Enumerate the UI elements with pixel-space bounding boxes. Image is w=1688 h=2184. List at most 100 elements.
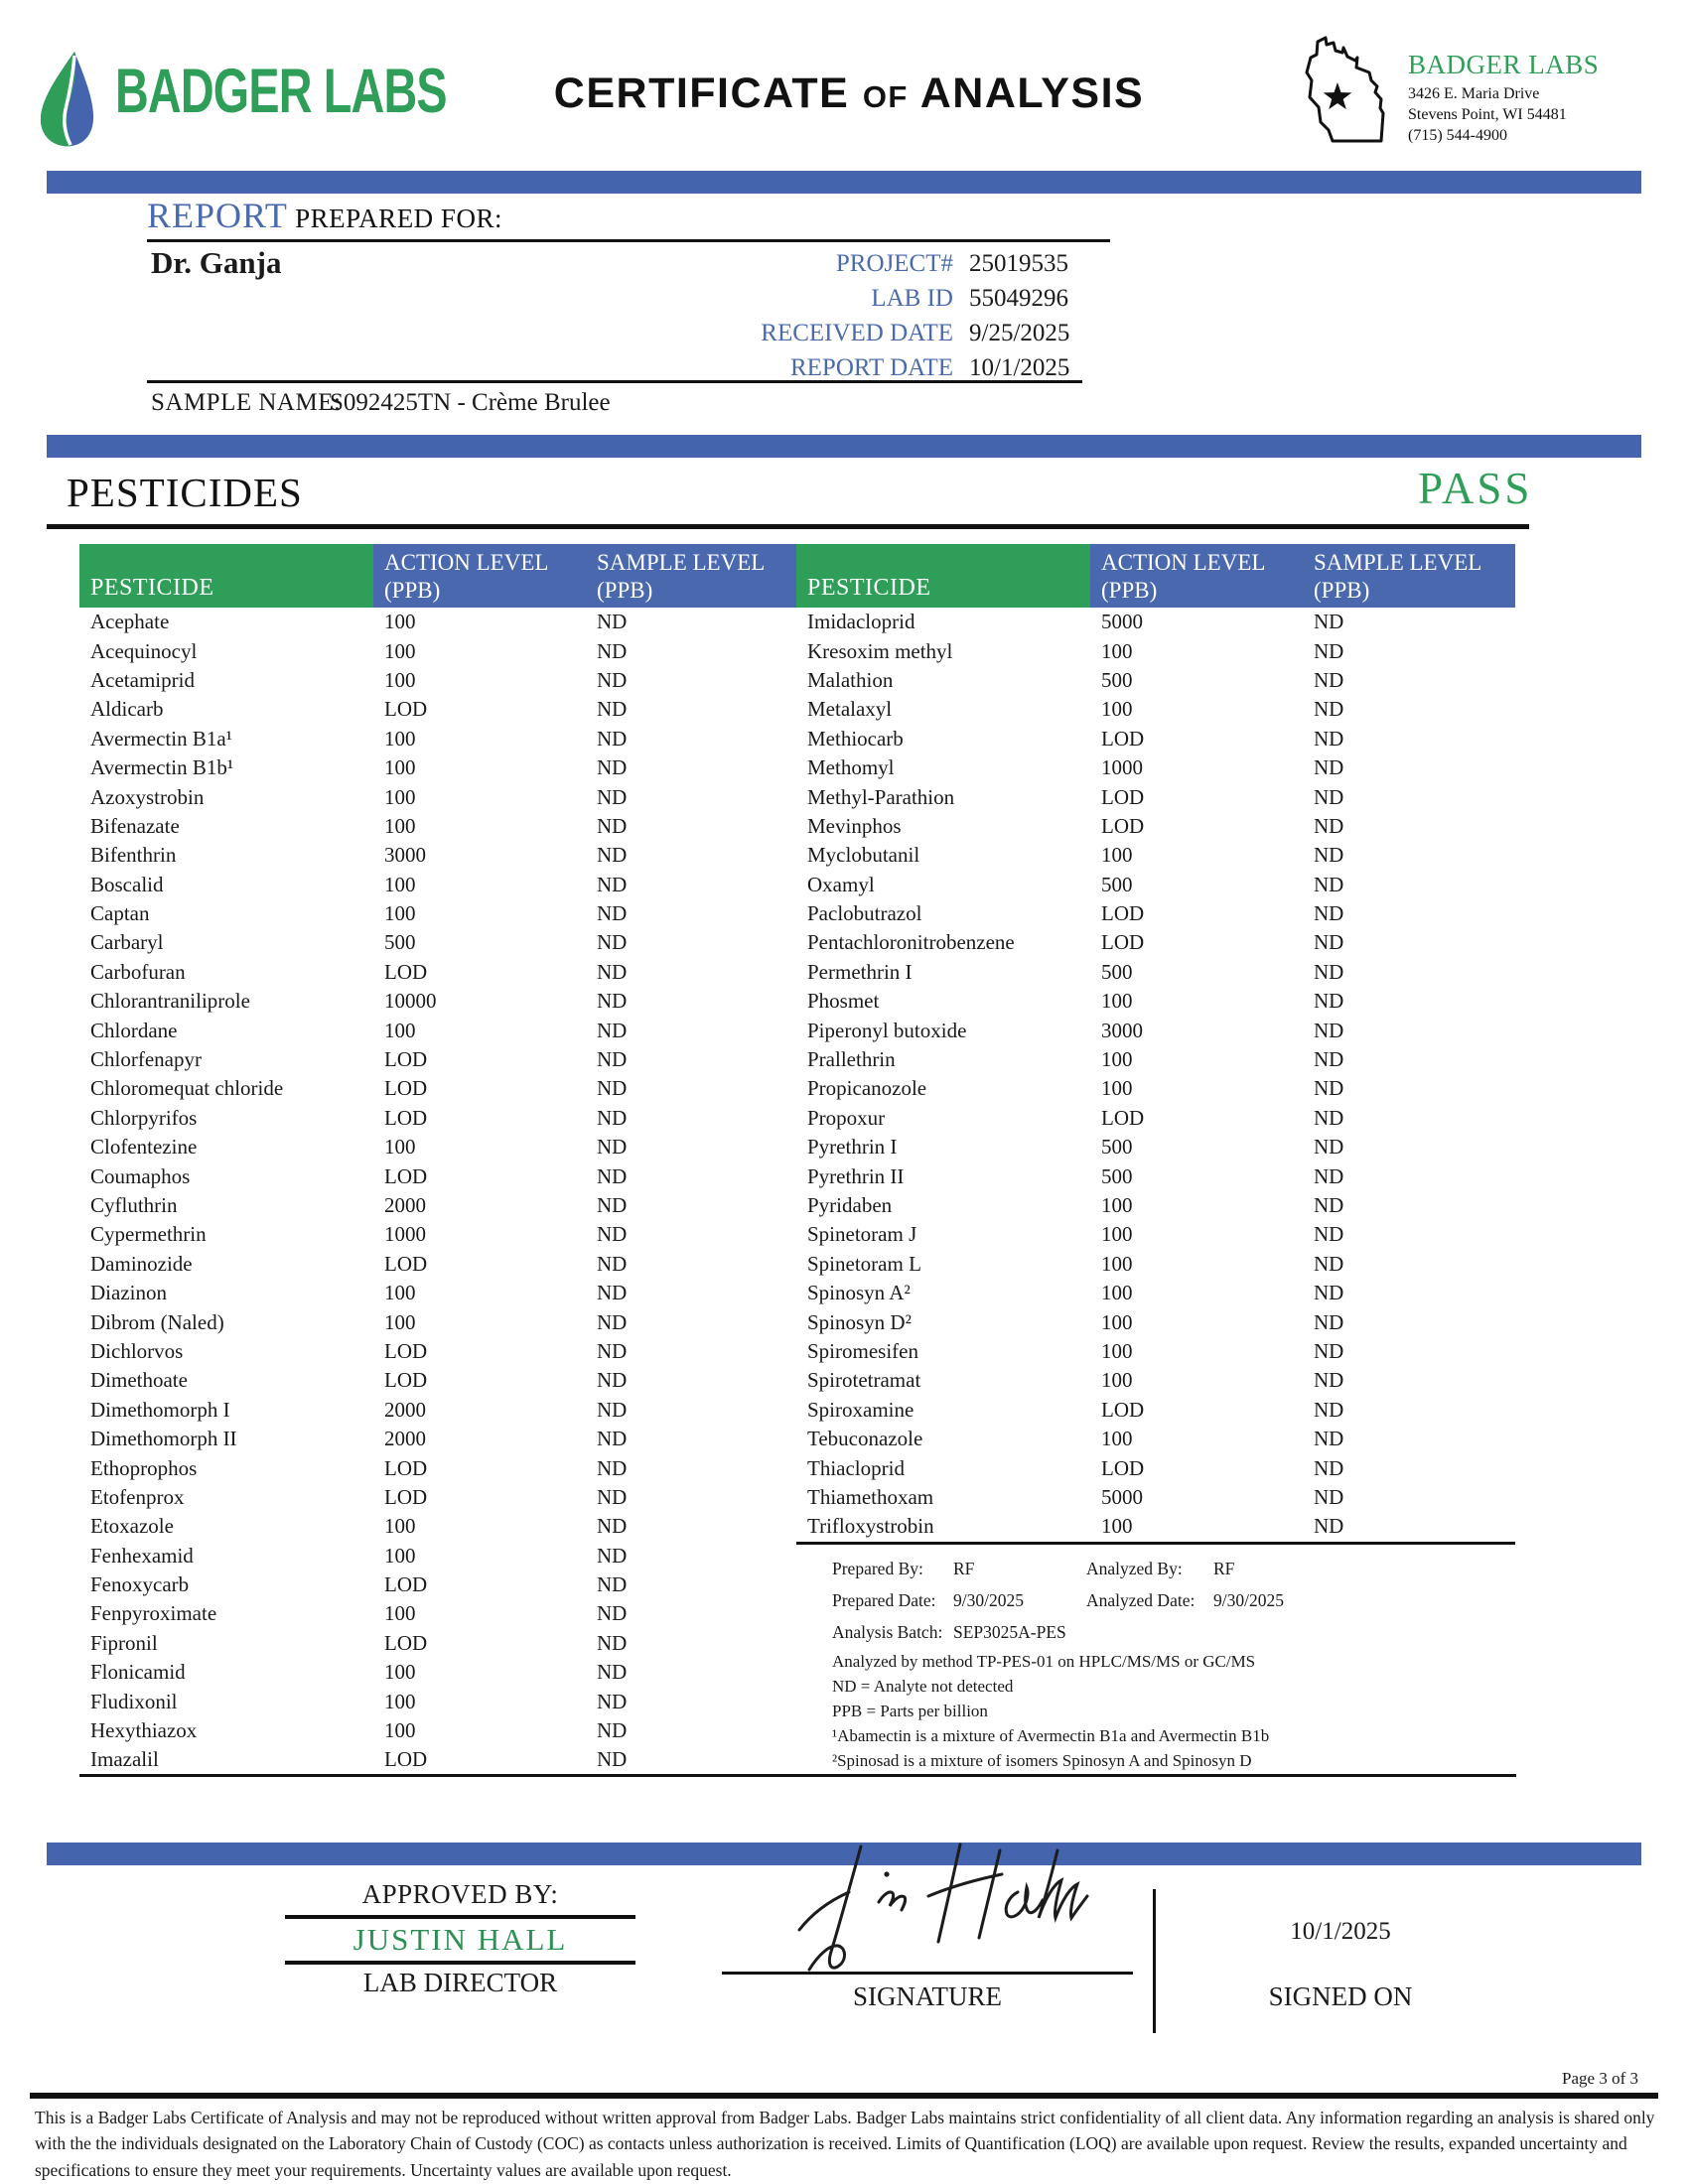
table-row: Acequinocyl 100 ND — [79, 636, 798, 665]
pesticide-name: Pyridaben — [807, 1193, 893, 1217]
pesticide-name: Bifenthrin — [90, 843, 177, 868]
lab-name: BADGER LABS — [1408, 50, 1600, 79]
table-row: Methiocarb LOD ND — [796, 725, 1515, 753]
lab-address-line2: Stevens Point, WI 54481 — [1408, 105, 1567, 123]
sample-level-value: ND — [597, 959, 628, 984]
pesticide-name: Pyrethrin I — [807, 1135, 898, 1160]
action-level-value: LOD — [1101, 1105, 1145, 1130]
pesticide-name: Mevinphos — [807, 813, 902, 838]
sample-level-value: ND — [597, 1427, 628, 1451]
action-level-value: 100 — [1101, 1076, 1133, 1101]
action-level-value: LOD — [1101, 901, 1145, 926]
action-level-value: 2000 — [384, 1427, 426, 1451]
pesticide-name: Metalaxyl — [807, 697, 893, 722]
sample-level-value: ND — [1314, 1338, 1344, 1363]
sample-level-value: ND — [1314, 697, 1344, 722]
pesticide-name: Hexythiazox — [90, 1718, 198, 1743]
prepared-by-label: Prepared By: — [832, 1559, 923, 1578]
report-date-label: REPORT DATE — [789, 354, 953, 381]
action-level-value: 500 — [1101, 1135, 1133, 1160]
sample-name-value: S092425TN - Crème Brulee — [330, 389, 611, 416]
sample-level-value: ND — [597, 1368, 628, 1393]
sample-level-value: ND — [597, 1718, 628, 1743]
table-row: Etoxazole 100 ND — [79, 1512, 798, 1541]
table-row: Hexythiazox 100 ND — [79, 1716, 798, 1745]
sample-level-value: ND — [597, 1455, 628, 1480]
pesticide-name: Carbaryl — [90, 930, 164, 955]
table-row: Dimethomorph II 2000 ND — [79, 1425, 798, 1453]
analyzed-by-label: Analyzed By: — [1086, 1559, 1183, 1578]
pesticide-name: Piperonyl butoxide — [807, 1018, 967, 1042]
pesticide-name: Propicanozole — [807, 1076, 927, 1101]
sample-level-line2: (PPB) — [597, 578, 653, 603]
action-level-value: LOD — [384, 1251, 428, 1276]
note-line: ¹Abamectin is a mixture of Avermectin B1… — [832, 1725, 1270, 1745]
action-level-value: 1000 — [384, 1222, 426, 1247]
pesticide-name: Chlorfenapyr — [90, 1047, 202, 1072]
sample-level-value: ND — [1314, 989, 1344, 1014]
action-level-value: 100 — [384, 755, 416, 780]
action-level-column-header: ACTION LEVEL (PPB) — [1090, 544, 1303, 608]
action-level-value: 100 — [384, 872, 416, 896]
sample-level-value: ND — [1314, 1309, 1344, 1334]
table-row: Acephate 100 ND — [79, 608, 798, 636]
action-level-value: 100 — [384, 1601, 416, 1626]
action-level-value: LOD — [1101, 1455, 1145, 1480]
report-word: REPORT — [147, 196, 288, 235]
lab-info-block: BADGER LABS 3426 E. Maria Drive Stevens … — [1408, 48, 1599, 146]
sample-level-value: ND — [1314, 1455, 1344, 1480]
action-level-value: LOD — [384, 1163, 428, 1188]
table-row: Mevinphos LOD ND — [796, 812, 1515, 841]
signed-on-label: SIGNED ON — [1268, 1981, 1413, 2011]
table-row: Dibrom (Naled) 100 ND — [79, 1307, 798, 1336]
pesticide-column-header: PESTICIDE — [79, 544, 373, 608]
sample-level-value: ND — [1314, 667, 1344, 692]
pesticide-name: Flonicamid — [90, 1660, 186, 1685]
action-level-value: 100 — [1101, 1368, 1133, 1393]
sample-level-value: ND — [597, 1338, 628, 1363]
pesticide-name: Trifloxystrobin — [807, 1514, 934, 1539]
action-level-value: LOD — [384, 1572, 428, 1597]
pesticide-name: Chlorantraniliprole — [90, 989, 250, 1014]
sample-level-line1: SAMPLE LEVEL — [597, 550, 766, 575]
footer-disclaimer: This is a Badger Labs Certificate of Ana… — [35, 2108, 1655, 2180]
table-row: Paclobutrazol LOD ND — [796, 899, 1515, 928]
sample-level-value: ND — [597, 1135, 628, 1160]
action-level-value: LOD — [384, 1076, 428, 1101]
action-level-value: LOD — [1101, 930, 1145, 955]
action-level-value: LOD — [384, 1455, 428, 1480]
action-level-value: 3000 — [384, 843, 426, 868]
sample-level-value: ND — [1314, 1251, 1344, 1276]
pesticide-name: Spinetoram L — [807, 1251, 921, 1276]
approver-line — [285, 1961, 635, 1965]
sample-level-value: ND — [597, 1222, 628, 1247]
table-row: Tebuconazole 100 ND — [796, 1425, 1515, 1453]
client-name: Dr. Ganja — [151, 245, 282, 280]
report-date-value: 10/1/2025 — [969, 354, 1070, 381]
pesticide-name: Spiromesifen — [807, 1338, 918, 1363]
pesticide-name: Captan — [90, 901, 150, 926]
pesticide-name: Cypermethrin — [90, 1222, 207, 1247]
action-level-value: 100 — [384, 784, 416, 809]
received-date-value: 9/25/2025 — [969, 320, 1070, 346]
sample-level-value: ND — [1314, 1484, 1344, 1509]
analysis-batch-label: Analysis Batch: — [832, 1622, 943, 1642]
brand-wordmark: BADGER LABS — [115, 57, 448, 127]
table-row: Imidacloprid 5000 ND — [796, 608, 1515, 636]
report-prepared-for: REPORT PREPARED FOR: — [147, 195, 502, 236]
pesticide-name: Spiroxamine — [807, 1397, 914, 1422]
pass-badge: PASS — [1418, 464, 1533, 513]
sample-level-value: ND — [1314, 1427, 1344, 1451]
sample-level-value: ND — [597, 755, 628, 780]
table-row: Avermectin B1a¹ 100 ND — [79, 725, 798, 753]
pesticide-name: Etoxazole — [90, 1514, 174, 1539]
table-row: Fipronil LOD ND — [79, 1629, 798, 1658]
table-row: Diazinon 100 ND — [79, 1279, 798, 1307]
action-level-line1: ACTION LEVEL — [1101, 550, 1266, 575]
table-row: Acetamiprid 100 ND — [79, 666, 798, 695]
action-level-value: LOD — [384, 959, 428, 984]
table-row: Spiroxamine LOD ND — [796, 1396, 1515, 1425]
prepared-date-label: Prepared Date: — [832, 1590, 936, 1610]
lab-id-value: 55049296 — [969, 285, 1068, 312]
